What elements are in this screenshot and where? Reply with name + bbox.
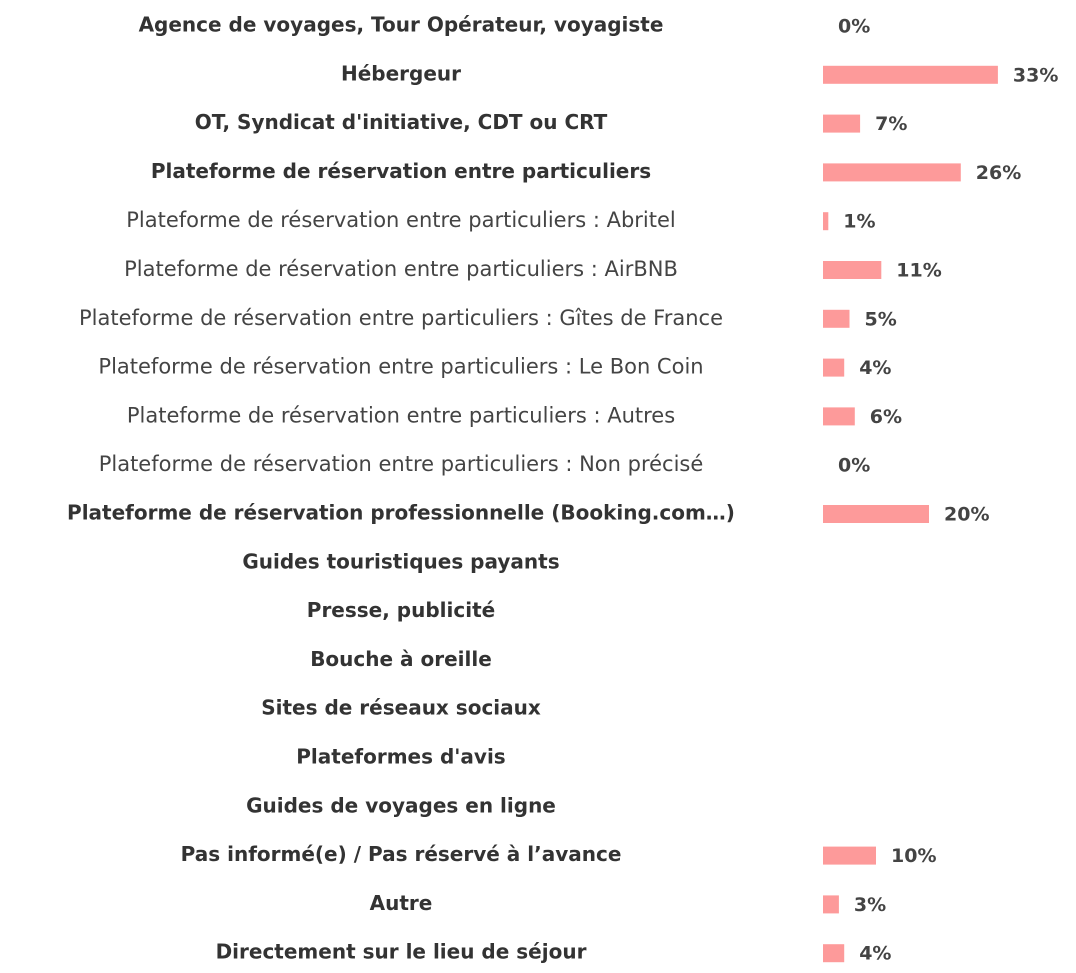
bar	[823, 846, 876, 865]
bar	[823, 944, 845, 963]
category-label: Plateforme de réservation entre particul…	[124, 257, 678, 281]
category-label: Directement sur le lieu de séjour	[216, 940, 587, 964]
value-label: 6%	[870, 406, 902, 428]
bar	[823, 358, 845, 377]
bar	[823, 505, 929, 523]
category-label: Plateforme de réservation entre particul…	[99, 452, 704, 476]
bar	[823, 309, 850, 328]
category-label: Plateforme de réservation entre particul…	[127, 403, 675, 427]
value-label: 5%	[865, 308, 897, 330]
value-label: 0%	[838, 16, 870, 38]
value-label: 3%	[854, 894, 886, 916]
category-label: Plateforme de réservation entre particul…	[151, 159, 651, 183]
category-label: Plateforme de réservation professionnell…	[67, 501, 735, 525]
category-label: Plateformes d'avis	[296, 745, 505, 769]
category-label: Sites de réseaux sociaux	[261, 696, 541, 720]
category-label: Plateforme de réservation entre particul…	[79, 306, 723, 330]
category-label: Presse, publicité	[307, 598, 495, 622]
bar	[823, 114, 861, 133]
category-label: Plateforme de réservation entre particul…	[98, 355, 703, 379]
category-label: Hébergeur	[341, 61, 461, 85]
value-label: 4%	[859, 357, 891, 379]
bar	[823, 895, 839, 914]
bar	[823, 407, 855, 426]
value-label: 26%	[976, 162, 1021, 184]
value-label: 1%	[843, 211, 875, 233]
value-label: 20%	[944, 504, 989, 526]
category-label: Guides touristiques payants	[242, 549, 559, 573]
value-label: 33%	[1013, 64, 1058, 86]
value-label: 10%	[891, 845, 936, 867]
category-label: Guides de voyages en ligne	[246, 793, 556, 817]
value-label: 11%	[896, 260, 941, 282]
category-label: Pas informé(e) / Pas réservé à l’avance	[181, 842, 622, 866]
value-label: 4%	[859, 943, 891, 965]
category-label: Plateforme de réservation entre particul…	[126, 208, 676, 232]
value-label: 7%	[875, 113, 907, 135]
category-label: Bouche à oreille	[310, 647, 492, 671]
category-label: Autre	[370, 891, 433, 915]
category-label: Agence de voyages, Tour Opérateur, voyag…	[139, 13, 664, 37]
bar	[823, 65, 998, 84]
bar	[823, 163, 961, 182]
bar	[823, 261, 882, 279]
value-label: 0%	[838, 455, 870, 477]
bar	[823, 212, 829, 231]
category-label: OT, Syndicat d'initiative, CDT ou CRT	[195, 110, 608, 134]
